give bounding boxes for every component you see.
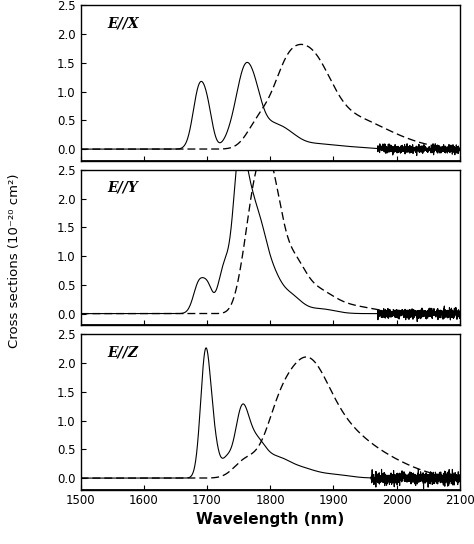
Text: E//Y: E//Y [107,181,138,195]
X-axis label: Wavelength (nm): Wavelength (nm) [196,511,344,527]
Text: Cross sections (10⁻²⁰ cm²): Cross sections (10⁻²⁰ cm²) [8,174,21,348]
Text: E//X: E//X [107,16,139,30]
Text: E//Z: E//Z [107,345,138,359]
